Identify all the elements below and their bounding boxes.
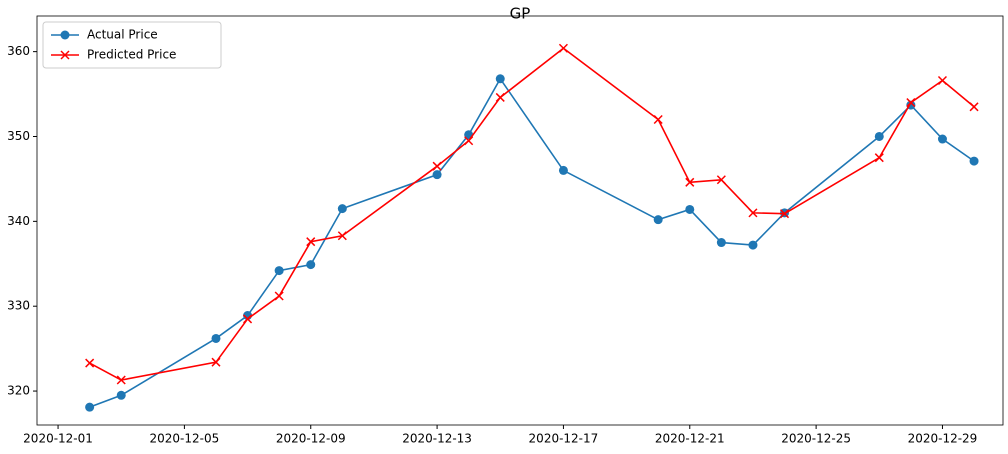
plot-frame — [36, 15, 1004, 426]
point — [116, 390, 126, 400]
point — [874, 153, 884, 163]
x-tick-label: 2020-12-25 — [781, 432, 851, 446]
point — [337, 204, 347, 214]
y-tick-label: 360 — [7, 44, 30, 58]
y-tick-label: 350 — [7, 129, 30, 143]
point — [937, 134, 947, 144]
point — [685, 177, 695, 187]
point — [495, 74, 505, 84]
x-tick-label: 2020-12-01 — [23, 432, 93, 446]
point — [716, 238, 726, 248]
point — [653, 215, 663, 225]
point — [969, 102, 979, 112]
point — [748, 240, 758, 250]
x-tick-label: 2020-12-09 — [276, 432, 346, 446]
point — [558, 165, 568, 175]
legend-label: Predicted Price — [87, 48, 176, 62]
point — [685, 204, 695, 214]
y-tick-label: 320 — [7, 384, 30, 398]
point — [274, 291, 284, 301]
point — [60, 30, 70, 40]
point — [60, 50, 70, 60]
x-tick-label: 2020-12-17 — [529, 432, 599, 446]
x-tick-label: 2020-12-21 — [655, 432, 725, 446]
point — [211, 333, 221, 343]
point — [274, 266, 284, 276]
point — [243, 314, 253, 324]
x-tick-label: 2020-12-05 — [150, 432, 220, 446]
point — [306, 237, 316, 247]
point — [874, 131, 884, 141]
series-line — [89, 77, 975, 408]
point — [653, 114, 663, 125]
point — [558, 43, 568, 53]
series-line — [89, 47, 975, 381]
point — [306, 260, 316, 270]
y-tick-label: 340 — [7, 214, 30, 228]
point — [432, 161, 442, 171]
point — [85, 358, 95, 368]
legend-label: Actual Price — [87, 28, 158, 42]
point — [432, 170, 442, 180]
point — [337, 231, 347, 241]
point — [937, 75, 947, 86]
point — [85, 402, 95, 412]
point — [748, 208, 758, 218]
x-tick-label: 2020-12-29 — [908, 432, 978, 446]
point — [464, 136, 474, 146]
point — [906, 98, 916, 108]
point — [211, 357, 221, 367]
legend: Actual Price Predicted Price — [42, 21, 222, 69]
point — [495, 92, 505, 102]
point — [969, 156, 979, 166]
legend-box — [42, 21, 222, 69]
chart-title: GP — [510, 5, 531, 23]
y-tick-label: 330 — [7, 299, 30, 313]
point — [716, 175, 726, 185]
point — [116, 375, 126, 385]
x-tick-label: 2020-12-13 — [402, 432, 472, 446]
point — [780, 209, 790, 219]
